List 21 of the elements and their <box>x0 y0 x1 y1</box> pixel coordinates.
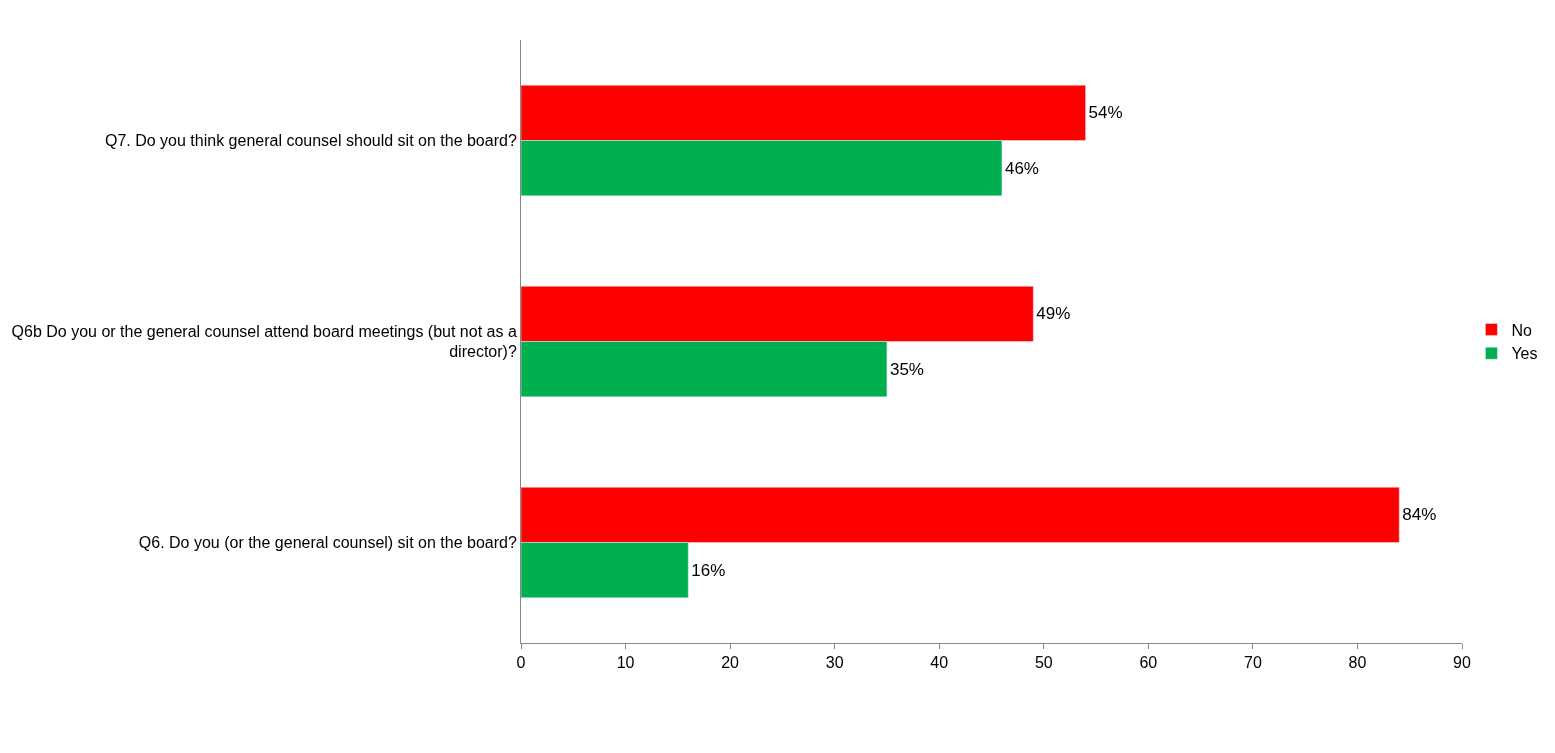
x-tick-label: 90 <box>1453 654 1471 672</box>
y-tick-label: Q6b Do you or the general counsel attend board meetings (but not as a director)? <box>11 322 517 361</box>
x-tick-label: 0 <box>516 654 526 672</box>
x-tick-label: 50 <box>1034 654 1053 672</box>
x-tick-label: 60 <box>1139 654 1158 672</box>
data-label: 16% <box>691 560 726 580</box>
x-tick-label: 20 <box>721 654 740 672</box>
x-tick-label: 40 <box>930 654 949 672</box>
data-label: 49% <box>1036 304 1071 324</box>
data-label: 46% <box>1004 158 1039 178</box>
x-tick-label: 10 <box>616 654 635 672</box>
data-label: 35% <box>889 359 924 379</box>
data-label: 84% <box>1402 505 1437 525</box>
y-tick-label: Q7. Do you think general counsel should sit on the board? <box>104 132 517 150</box>
legend-label: No <box>1511 321 1532 339</box>
x-tick-label: 80 <box>1348 654 1367 672</box>
data-label: 54% <box>1088 103 1123 123</box>
y-tick-label: Q6. Do you (or the general counsel) sit on the board? <box>138 534 517 552</box>
legend-label: Yes <box>1511 345 1538 363</box>
x-tick-label: 30 <box>825 654 844 672</box>
x-tick-label: 70 <box>1243 654 1262 672</box>
